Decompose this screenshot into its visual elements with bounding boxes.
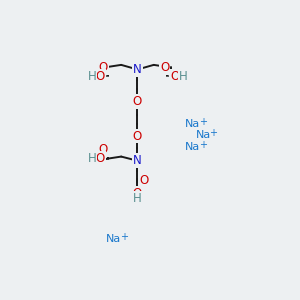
Text: O: O [170,70,179,83]
Text: +: + [120,232,128,242]
Text: O: O [140,174,148,187]
Text: O: O [98,61,108,74]
Text: +: + [199,117,207,127]
Text: Na: Na [106,234,121,244]
Text: O: O [98,143,108,156]
Text: O: O [96,152,105,165]
Text: O: O [133,95,142,108]
Text: O: O [160,61,170,74]
Text: Na: Na [185,142,200,152]
Text: +: + [199,140,207,150]
Text: H: H [88,152,97,165]
Text: O: O [96,70,105,83]
Text: O: O [133,187,142,200]
Text: H: H [133,192,142,206]
Text: +: + [209,128,217,139]
Text: N: N [133,154,142,167]
Text: H: H [88,70,97,83]
Text: Na: Na [196,130,211,140]
Text: H: H [179,70,188,83]
Text: Na: Na [185,119,200,129]
Text: N: N [133,63,142,76]
Text: O: O [133,130,142,142]
